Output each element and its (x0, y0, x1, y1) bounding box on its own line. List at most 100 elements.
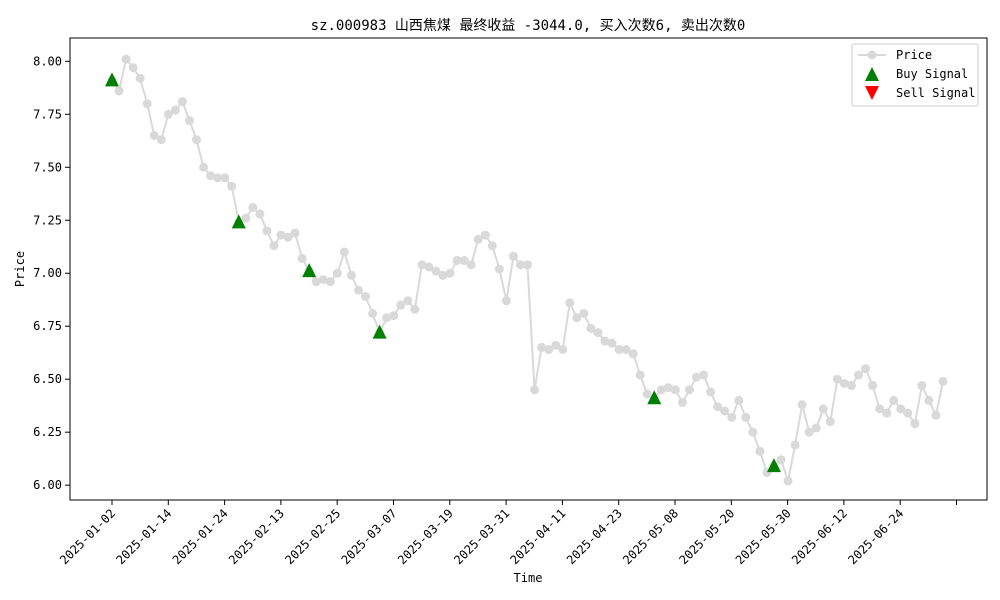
price-point (727, 412, 737, 422)
price-point (818, 404, 828, 414)
price-point (621, 345, 631, 355)
x-tick-label: 2025-04-23 (564, 506, 625, 567)
price-point (692, 372, 702, 382)
price-point (459, 256, 469, 266)
x-tick-label: 2025-05-30 (733, 506, 794, 567)
price-point (382, 313, 392, 323)
y-tick-label: 7.00 (33, 266, 62, 280)
price-point (114, 86, 124, 96)
price-point (530, 385, 540, 395)
price-point (276, 230, 286, 240)
price-point (713, 402, 723, 412)
price-point (889, 395, 899, 405)
price-point (227, 181, 237, 191)
price-point (142, 99, 152, 109)
y-axis-title: Price (13, 251, 27, 287)
price-point (149, 130, 159, 140)
price-point (339, 247, 349, 257)
price-point (297, 253, 307, 263)
price-point (846, 381, 856, 391)
price-point (825, 417, 835, 427)
price-point (424, 262, 434, 272)
price-point (177, 97, 187, 107)
price-point (508, 251, 518, 261)
price-point (579, 309, 589, 319)
buy-signal-marker (302, 263, 317, 278)
price-point (642, 389, 652, 399)
price-point (332, 268, 342, 278)
price-point (600, 336, 610, 346)
price-point (706, 387, 716, 397)
price-point (487, 241, 497, 251)
price-point (170, 105, 180, 115)
x-tick-label: 2025-03-19 (395, 506, 456, 567)
price-point (128, 63, 138, 73)
legend-buy-label: Buy Signal (896, 67, 968, 81)
y-tick-label: 6.75 (33, 319, 62, 333)
price-point (776, 455, 786, 465)
price-line (111, 56, 944, 485)
price-point (684, 385, 694, 395)
price-point (389, 311, 399, 321)
price-point (663, 383, 673, 393)
price-point (515, 260, 525, 270)
price-point (466, 260, 476, 270)
price-point (396, 300, 406, 310)
x-tick-label: 2025-05-08 (620, 506, 681, 567)
price-point (551, 340, 561, 350)
price-point (135, 73, 145, 83)
price-point (861, 364, 871, 374)
y-tick-label: 7.25 (33, 213, 62, 227)
price-point (882, 408, 892, 418)
price-point (121, 54, 131, 64)
legend-price-label: Price (896, 48, 932, 62)
chart-title: sz.000983 山西焦煤 最终收益 -3044.0, 买入次数6, 卖出次数… (311, 18, 746, 34)
legend-sell-label: Sell Signal (896, 86, 975, 100)
price-point (311, 277, 321, 287)
buy-signal-marker (231, 214, 246, 229)
x-tick-label: 2025-01-02 (57, 506, 118, 567)
price-point (410, 304, 420, 314)
price-point (184, 116, 194, 126)
price-point (438, 270, 448, 280)
buy-signal-marker (647, 390, 662, 405)
price-point (699, 370, 709, 380)
price-point (811, 423, 821, 433)
price-point (163, 109, 173, 119)
price-point (839, 378, 849, 388)
buy-signal-marker (372, 324, 387, 339)
price-point (199, 162, 209, 172)
y-tick-label: 6.25 (33, 425, 62, 439)
legend-buy-marker (865, 67, 879, 81)
legend-price-marker (867, 50, 877, 60)
buy-signal-marker (105, 72, 119, 87)
x-tick-label: 2025-02-25 (282, 506, 343, 567)
price-point (832, 374, 842, 384)
x-tick-label: 2025-01-14 (113, 506, 174, 567)
y-tick-label: 6.50 (33, 372, 62, 386)
price-point (558, 345, 568, 355)
price-point (572, 313, 582, 323)
x-axis: 2025-01-022025-01-142025-01-242025-02-13… (57, 500, 957, 567)
x-tick-label: 2025-06-24 (845, 506, 906, 567)
price-point (924, 395, 934, 405)
x-tick-label: 2025-05-20 (676, 506, 737, 567)
price-point (220, 173, 230, 183)
price-point (797, 400, 807, 410)
y-tick-label: 8.00 (33, 54, 62, 68)
price-point (896, 404, 906, 414)
x-tick-label: 2025-04-11 (508, 506, 569, 567)
price-point (403, 296, 413, 306)
price-point (720, 406, 730, 416)
price-point (241, 213, 251, 223)
price-point (283, 232, 293, 242)
price-point (565, 298, 575, 308)
legend: Price Buy Signal Sell Signal (851, 43, 979, 107)
price-point (903, 408, 913, 418)
price-point (910, 419, 920, 429)
y-axis: 6.00 6.25 6.50 6.75 7.00 7.25 7.50 7.75 8.00 (33, 54, 70, 492)
price-point (670, 385, 680, 395)
price-point (325, 277, 335, 287)
price-point (156, 135, 166, 145)
